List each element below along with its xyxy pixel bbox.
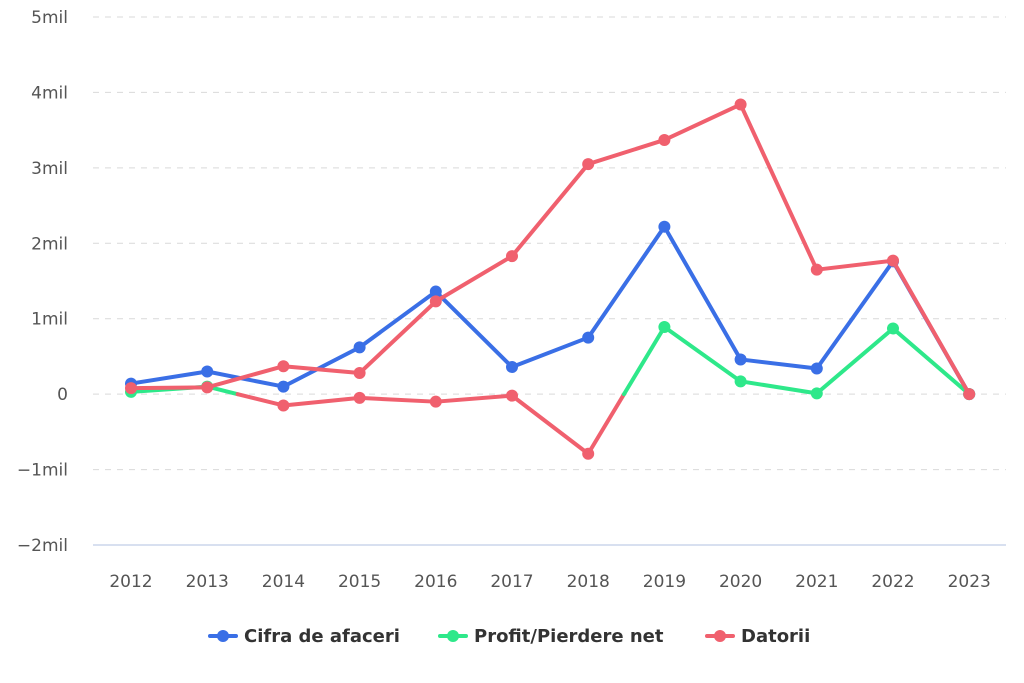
series-line-segment xyxy=(129,369,210,386)
series-datorii xyxy=(125,98,976,401)
series-line-segment xyxy=(814,326,895,396)
x-tick-label: 2015 xyxy=(338,572,381,592)
series-line-segment xyxy=(814,259,895,371)
data-point[interactable] xyxy=(582,331,595,344)
x-tick-label: 2019 xyxy=(643,572,686,592)
series-line-segment xyxy=(205,369,286,389)
series-line-segment xyxy=(586,392,627,456)
series-layer xyxy=(125,98,976,460)
x-tick-label: 2021 xyxy=(795,572,838,592)
x-tick-label: 2013 xyxy=(186,572,229,592)
data-point[interactable] xyxy=(658,133,671,146)
data-point[interactable] xyxy=(582,447,595,460)
series-line-segment xyxy=(357,289,438,350)
y-tick-label: 1mil xyxy=(31,310,68,330)
data-point[interactable] xyxy=(353,367,366,380)
series-line-segment xyxy=(662,102,743,142)
data-point[interactable] xyxy=(658,220,671,233)
series-line-segment xyxy=(586,137,667,167)
series-line-segment xyxy=(510,162,591,259)
legend-label: Datorii xyxy=(741,626,810,647)
data-point[interactable] xyxy=(887,254,899,267)
data-point[interactable] xyxy=(201,365,214,378)
data-point[interactable] xyxy=(201,381,214,394)
data-point[interactable] xyxy=(429,285,442,298)
legend-marker-icon xyxy=(447,630,459,642)
series-line-segment xyxy=(891,258,972,397)
data-point[interactable] xyxy=(810,263,823,276)
data-point[interactable] xyxy=(582,158,595,171)
data-point[interactable] xyxy=(887,322,899,335)
x-tick-label: 2017 xyxy=(490,572,533,592)
series-line-segment xyxy=(891,326,972,397)
series-line-segment xyxy=(510,335,591,369)
x-tick-label: 2023 xyxy=(948,572,991,592)
series-line-segment xyxy=(281,345,362,389)
series-line-segment xyxy=(205,364,286,390)
x-tick-label: 2022 xyxy=(871,572,914,592)
legend: Cifra de afaceri Profit/Pierdere net Dator… xyxy=(208,626,810,647)
x-axis-labels: 2012 2013 2014 2015 2016 2017 2018 2019 2020 2021… xyxy=(109,572,990,592)
data-point[interactable] xyxy=(734,98,747,111)
series-line-segment xyxy=(662,224,743,362)
data-point[interactable] xyxy=(125,382,137,395)
data-point[interactable] xyxy=(429,295,442,308)
series-line-segment xyxy=(738,379,819,396)
legend-label: Profit/Pierdere net xyxy=(474,626,664,647)
series-line-segment xyxy=(622,325,667,397)
data-point[interactable] xyxy=(277,380,290,393)
data-point[interactable] xyxy=(506,360,518,373)
series-line-segment xyxy=(281,395,362,408)
series-line-segment xyxy=(510,393,591,456)
series-line-segment xyxy=(586,224,667,340)
y-axis-labels: 5mil 4mil 3mil 2mil 1mil 0 −1mil −2mil xyxy=(17,8,68,556)
y-tick-label: 2mil xyxy=(31,234,68,254)
series-line-segment xyxy=(129,385,210,391)
y-tick-label: −1mil xyxy=(17,461,68,481)
y-tick-label: 3mil xyxy=(31,159,68,179)
y-tick-label: 5mil xyxy=(31,8,68,28)
data-point[interactable] xyxy=(810,362,823,375)
grid-lines xyxy=(93,16,1006,546)
series-line-segment xyxy=(433,393,514,404)
data-point[interactable] xyxy=(734,375,747,388)
series-line-segment xyxy=(738,357,819,371)
data-point[interactable] xyxy=(277,360,290,373)
legend-item[interactable]: Profit/Pierdere net xyxy=(438,626,664,647)
legend-marker-icon xyxy=(217,630,229,642)
x-tick-label: 2016 xyxy=(414,572,457,592)
data-point[interactable] xyxy=(506,250,518,263)
series-profit-pierdere-net xyxy=(125,321,976,460)
x-tick-label: 2018 xyxy=(567,572,610,592)
series-line-segment xyxy=(738,102,819,272)
y-tick-label: −2mil xyxy=(17,536,68,556)
x-tick-label: 2012 xyxy=(109,572,152,592)
legend-marker-icon xyxy=(714,630,726,642)
data-point[interactable] xyxy=(506,389,518,402)
series-line-segment xyxy=(357,395,438,404)
data-point[interactable] xyxy=(429,395,442,408)
series-line-segment xyxy=(357,299,438,376)
data-point[interactable] xyxy=(353,391,366,404)
data-point[interactable] xyxy=(277,399,290,412)
legend-item[interactable]: Datorii xyxy=(705,626,810,647)
x-tick-label: 2014 xyxy=(262,572,305,592)
series-line-segment xyxy=(662,325,743,384)
data-point[interactable] xyxy=(734,353,747,366)
series-line-segment xyxy=(281,364,362,376)
data-point[interactable] xyxy=(810,387,823,400)
legend-label: Cifra de afaceri xyxy=(244,626,400,647)
x-tick-label: 2020 xyxy=(719,572,762,592)
series-line-segment xyxy=(433,289,514,369)
series-line-segment xyxy=(814,258,895,272)
y-tick-label: 0 xyxy=(57,385,68,405)
data-point[interactable] xyxy=(353,341,366,354)
data-point[interactable] xyxy=(963,388,976,401)
legend-item[interactable]: Cifra de afaceri xyxy=(208,626,400,647)
data-point[interactable] xyxy=(658,321,671,334)
series-line-segment xyxy=(433,254,514,304)
series-line-segment xyxy=(235,392,286,408)
y-tick-label: 4mil xyxy=(31,83,68,103)
